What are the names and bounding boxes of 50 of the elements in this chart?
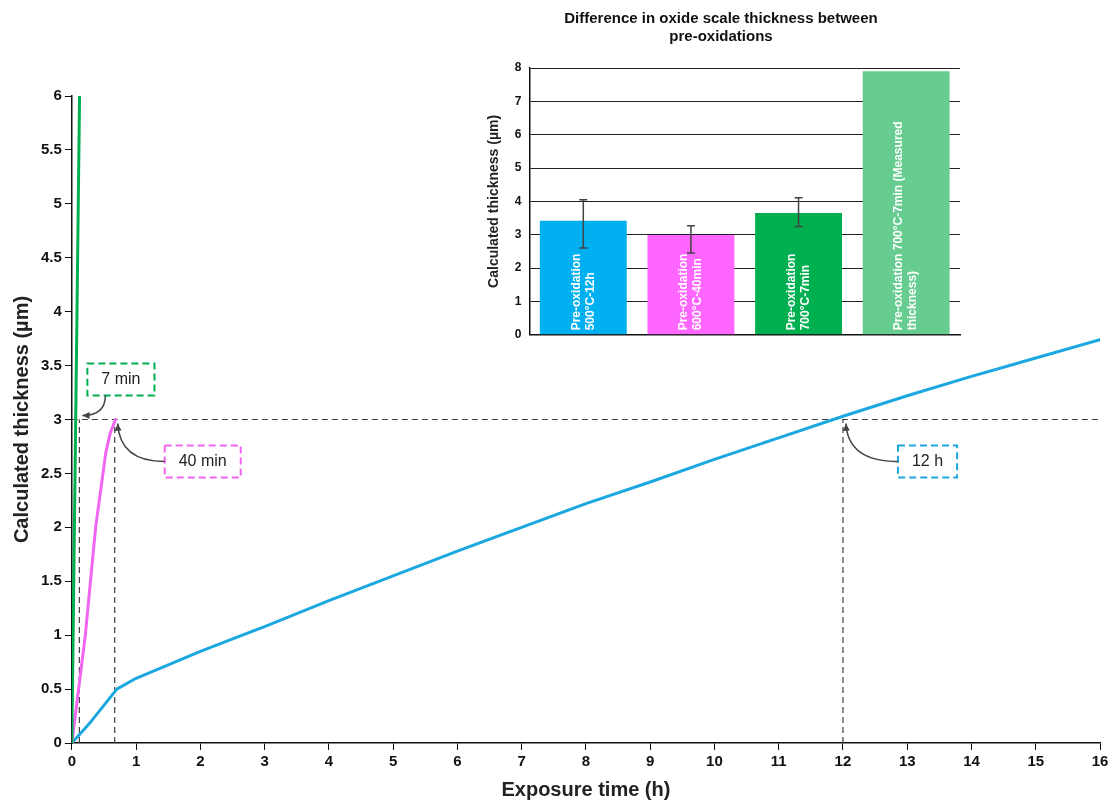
- x-tick-label: 4: [324, 752, 334, 770]
- y-tick-label: 4.5: [40, 247, 62, 265]
- annotation: 40 min: [178, 451, 227, 469]
- bar: [539, 220, 627, 335]
- x-tick-label: 0: [67, 752, 77, 770]
- y-tick-label: 3: [514, 227, 522, 242]
- y-tick-label: 0.5: [40, 679, 62, 697]
- y-axis-title: Calculated thickness (µm): [9, 295, 32, 544]
- y-tick-label: 6: [514, 127, 522, 142]
- y-tick-label: 0: [53, 733, 62, 751]
- x-tick-label: 10: [706, 752, 723, 770]
- x-tick-label: 1: [131, 752, 141, 770]
- bar: [755, 213, 843, 335]
- y-tick-label: 0: [514, 327, 522, 342]
- y-tick-label: 4: [514, 193, 522, 208]
- x-tick-label: 2: [196, 752, 205, 770]
- x-tick-label: 15: [1027, 752, 1045, 770]
- x-tick-label: 8: [581, 752, 591, 770]
- y-tick-label: 2: [53, 517, 62, 535]
- x-tick-label: Pre-oxidation 700°C-7min (Measured thickness): [891, 121, 920, 331]
- x-tick-label: 3: [260, 752, 269, 770]
- bar: [862, 71, 950, 335]
- y-tick-label: 4: [53, 301, 63, 319]
- x-tick-label: Pre-oxidation 600°C-40min: [676, 253, 705, 331]
- y-tick-label: 1: [53, 625, 62, 643]
- x-tick-label: 14: [963, 752, 981, 770]
- y-axis-title: Calculated thickness (µm): [485, 114, 502, 288]
- x-tick-label: 9: [646, 752, 655, 770]
- x-tick-label: 12: [834, 752, 852, 770]
- y-tick-label: 6: [53, 86, 62, 104]
- x-tick-label: Pre-oxidation 500°C-12h: [568, 253, 597, 331]
- annotation: 7 min: [101, 369, 141, 387]
- x-tick-label: 11: [770, 752, 787, 770]
- y-tick-label: 5: [53, 193, 62, 211]
- y-tick-label: 3: [53, 409, 62, 427]
- x-tick-label: 16: [1091, 752, 1109, 770]
- chart-title: Difference in oxide scale thickness between pre-oxidations: [564, 9, 878, 45]
- annotation: 12 h: [911, 451, 944, 469]
- y-tick-label: 5: [514, 160, 522, 175]
- y-tick-label: 3.5: [40, 355, 62, 373]
- x-tick-label: Pre-oxidation 700°C-7min: [783, 253, 812, 331]
- x-axis-title: Exposure time (h): [501, 777, 671, 800]
- y-tick-label: 2.5: [40, 463, 62, 481]
- x-tick-label: 5: [388, 752, 398, 770]
- y-tick-label: 1.5: [40, 571, 62, 589]
- x-tick-label: 13: [898, 752, 916, 770]
- x-tick-label: 6: [453, 752, 462, 770]
- y-tick-label: 8: [514, 60, 522, 75]
- y-tick-label: 7: [514, 93, 522, 108]
- y-tick-label: 5.5: [40, 140, 62, 158]
